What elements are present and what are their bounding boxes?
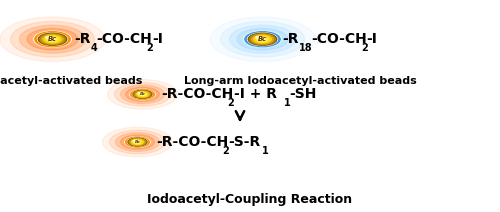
Circle shape bbox=[250, 34, 275, 45]
Text: -R-CO-CH: -R-CO-CH bbox=[156, 135, 228, 149]
Circle shape bbox=[20, 25, 86, 53]
Text: -I: -I bbox=[152, 32, 163, 46]
Text: 2: 2 bbox=[228, 98, 234, 108]
Circle shape bbox=[136, 141, 140, 143]
Text: 18: 18 bbox=[299, 43, 313, 53]
Circle shape bbox=[138, 93, 146, 96]
Circle shape bbox=[42, 35, 64, 44]
Text: 1: 1 bbox=[284, 98, 290, 108]
Circle shape bbox=[254, 36, 271, 43]
Circle shape bbox=[130, 139, 144, 145]
Circle shape bbox=[210, 17, 315, 61]
Circle shape bbox=[46, 36, 51, 39]
Text: Bc: Bc bbox=[258, 36, 267, 42]
Text: -R: -R bbox=[282, 32, 299, 46]
Circle shape bbox=[10, 21, 94, 57]
Circle shape bbox=[116, 133, 160, 151]
Text: 4: 4 bbox=[90, 43, 98, 53]
Circle shape bbox=[136, 92, 148, 97]
Circle shape bbox=[108, 80, 178, 109]
Circle shape bbox=[35, 32, 70, 47]
Circle shape bbox=[114, 82, 170, 106]
Text: Iodoacetyl-activated beads: Iodoacetyl-activated beads bbox=[0, 75, 142, 86]
Circle shape bbox=[259, 38, 266, 41]
Circle shape bbox=[134, 140, 141, 144]
Circle shape bbox=[244, 31, 281, 47]
Circle shape bbox=[132, 139, 143, 145]
Text: Bc: Bc bbox=[48, 36, 57, 42]
Circle shape bbox=[38, 33, 67, 45]
Circle shape bbox=[252, 35, 274, 44]
Text: -R: -R bbox=[74, 32, 90, 46]
Text: -I + R: -I + R bbox=[234, 87, 276, 101]
Circle shape bbox=[126, 137, 150, 147]
Text: 2: 2 bbox=[146, 43, 153, 53]
Circle shape bbox=[132, 90, 152, 99]
Circle shape bbox=[126, 87, 160, 102]
Text: 1: 1 bbox=[262, 145, 268, 156]
Text: Iodoacetyl-Coupling Reaction: Iodoacetyl-Coupling Reaction bbox=[148, 193, 352, 206]
Circle shape bbox=[230, 25, 296, 53]
Circle shape bbox=[44, 36, 61, 43]
Circle shape bbox=[128, 138, 148, 146]
Circle shape bbox=[125, 137, 150, 147]
Text: -I: -I bbox=[366, 32, 378, 46]
Text: -S-R: -S-R bbox=[228, 135, 261, 149]
Circle shape bbox=[256, 37, 268, 42]
Circle shape bbox=[237, 28, 288, 50]
Text: -CO-CH: -CO-CH bbox=[96, 32, 152, 46]
Circle shape bbox=[49, 38, 56, 41]
Circle shape bbox=[130, 89, 155, 100]
Circle shape bbox=[46, 37, 58, 42]
Circle shape bbox=[256, 36, 261, 39]
Circle shape bbox=[0, 17, 105, 61]
Text: -R-CO-CH: -R-CO-CH bbox=[161, 87, 233, 101]
Text: 2: 2 bbox=[222, 145, 230, 156]
Circle shape bbox=[133, 140, 136, 142]
Text: Long-arm Iodoacetyl-activated beads: Long-arm Iodoacetyl-activated beads bbox=[184, 75, 416, 86]
Text: Bc: Bc bbox=[140, 92, 145, 96]
Circle shape bbox=[136, 91, 149, 97]
Circle shape bbox=[248, 33, 278, 46]
Circle shape bbox=[120, 85, 164, 104]
Text: -CO-CH: -CO-CH bbox=[311, 32, 366, 46]
Circle shape bbox=[220, 21, 304, 57]
Circle shape bbox=[27, 28, 78, 50]
Circle shape bbox=[102, 127, 172, 157]
Text: -SH: -SH bbox=[290, 87, 316, 101]
Circle shape bbox=[40, 34, 65, 45]
Circle shape bbox=[129, 138, 146, 146]
Circle shape bbox=[138, 92, 141, 94]
Circle shape bbox=[34, 31, 72, 47]
Circle shape bbox=[140, 93, 144, 95]
Circle shape bbox=[110, 130, 166, 154]
Circle shape bbox=[248, 33, 277, 45]
Circle shape bbox=[133, 90, 152, 98]
Circle shape bbox=[120, 135, 154, 149]
Text: Bc: Bc bbox=[134, 140, 140, 144]
Circle shape bbox=[245, 32, 280, 47]
Circle shape bbox=[128, 138, 147, 146]
Text: 2: 2 bbox=[361, 43, 368, 53]
Circle shape bbox=[130, 89, 154, 99]
Circle shape bbox=[38, 33, 68, 46]
Circle shape bbox=[134, 91, 151, 98]
